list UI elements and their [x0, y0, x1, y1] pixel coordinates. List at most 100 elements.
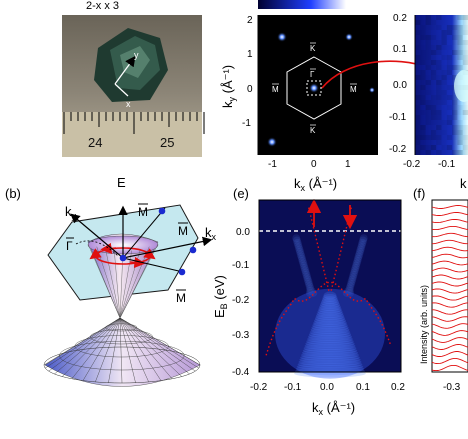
panel-b-label: (b) — [5, 186, 21, 201]
bz-xtick: 0 — [311, 159, 317, 170]
edc-curve — [431, 260, 468, 266]
brillouin-zone-panel: K Γ M M K 2 1 0 -1 -1 0 1 ky (Å⁻¹) kx (Å… — [220, 0, 437, 193]
edc-curve — [431, 364, 468, 372]
svg-text:ky (Å⁻¹): ky (Å⁻¹) — [220, 65, 237, 108]
edc-curve — [431, 253, 468, 259]
valence-band-fit — [265, 281, 392, 356]
edc-curve — [431, 281, 468, 287]
m-point-1 — [158, 207, 166, 215]
edc-curve — [432, 239, 468, 245]
arpes-ytick: -0.1 — [232, 260, 250, 271]
zoom-hotspot — [454, 70, 468, 102]
bz-spot — [369, 87, 375, 93]
arpes-map — [259, 200, 401, 372]
edc-curve — [431, 267, 468, 273]
arpes-ytick: 0.0 — [236, 227, 250, 238]
bz-k-top-label: K — [310, 44, 316, 53]
edc-curve — [431, 288, 468, 294]
svg-text:EB (eV): EB (eV) — [212, 275, 229, 318]
bz-gamma-label: Γ — [310, 70, 315, 79]
crystal-x-label: x — [126, 99, 131, 109]
bz-spot — [345, 33, 353, 41]
arpes-xtick: -0.1 — [284, 382, 302, 393]
colorbar — [258, 0, 346, 9]
m-point-3 — [178, 268, 186, 276]
edc-curve — [431, 212, 468, 216]
svg-text:Intensity (arb. units): Intensity (arb. units) — [419, 285, 429, 364]
dispersion-right — [330, 207, 352, 292]
bz-spot — [267, 137, 277, 147]
crystal-y-axis — [114, 55, 136, 85]
arpes-xtick: -0.2 — [250, 382, 268, 393]
edc-curve — [431, 225, 468, 231]
bz-m-left-label: M — [272, 85, 279, 94]
bz-k-bot-label: K — [310, 126, 316, 135]
arpes-xtick: 0.2 — [391, 382, 405, 393]
edc-curve — [432, 309, 468, 315]
zoom-xlabel: k — [460, 176, 467, 191]
edc-curve — [431, 337, 468, 343]
zoom-xtick: -0.1 — [438, 159, 456, 170]
bz-ylabel: ky (Å⁻¹) — [220, 65, 237, 108]
zoom-ytick: -0.2 — [389, 144, 407, 155]
bz-spot-center — [309, 83, 319, 93]
arpes-ytick: -0.4 — [232, 367, 250, 378]
edc-curve — [431, 357, 468, 365]
arpes-ylabel: EB (eV) — [212, 275, 229, 318]
arpes-xtick: 0.0 — [320, 382, 334, 393]
edc-curve — [431, 351, 468, 357]
bz-ytick: 0 — [247, 84, 253, 95]
upper-cone — [87, 233, 159, 319]
edc-curve — [431, 295, 468, 301]
bz-m-right-label: M — [350, 85, 357, 94]
bz-xlabel: kx (Å⁻¹) — [294, 176, 337, 193]
zoom-xtick: -0.2 — [403, 159, 421, 170]
ruler-label-25: 25 — [160, 135, 174, 150]
bz-ytick: 1 — [247, 49, 253, 60]
zoom-ytick: 0.0 — [393, 80, 407, 91]
edc-ylabel: Intensity (arb. units) — [419, 285, 429, 364]
E-label: E — [117, 175, 126, 190]
ruler-label-24: 24 — [88, 135, 102, 150]
gamma-label: Γ — [66, 239, 73, 253]
edc-curve — [431, 218, 468, 224]
m-label-1: M — [138, 205, 148, 219]
kx-axis — [122, 236, 213, 259]
ruler-ticks — [63, 112, 205, 134]
m-point-2 — [189, 246, 197, 254]
arpes-xtick: 0.1 — [356, 382, 370, 393]
zoom-ytick: 0.1 — [393, 44, 407, 55]
bz-ytick: -1 — [242, 118, 251, 129]
crystal-photo-panel: y x 24 25 — [62, 15, 205, 157]
gamma-point — [119, 254, 127, 262]
crystal-x-axis — [114, 83, 129, 97]
arpes-xlabel: kx (Å⁻¹) — [312, 400, 355, 417]
ruler — [62, 112, 202, 157]
arpes-bands — [275, 234, 385, 379]
zoom-box — [306, 80, 322, 96]
bz-ytick: 2 — [247, 15, 253, 26]
edc-curve — [431, 302, 468, 308]
edc-curve — [431, 330, 468, 336]
edc-curve — [431, 232, 468, 238]
bz-spot — [277, 32, 287, 42]
panel-e-label: (e) — [233, 186, 249, 201]
dispersion-fit — [265, 207, 392, 356]
m-label-2: M — [178, 224, 188, 238]
arpes-ytick: -0.2 — [232, 295, 250, 306]
arpes-panel: (e) 0.0 -0.1 -0.2 -0.3 -0.4 -0.2 -0.1 0.… — [212, 186, 405, 417]
zoom-ytick: -0.1 — [389, 112, 407, 123]
dispersion-left — [308, 207, 330, 292]
edc-curve — [431, 205, 468, 209]
zoom-ytick: 0.2 — [393, 13, 407, 24]
kx-label: kx — [205, 225, 217, 242]
top-formula: 2-x x 3 — [86, 0, 119, 12]
m-label-3: M — [176, 291, 186, 305]
edc-curve — [431, 344, 468, 350]
ky-label: ky — [65, 204, 77, 221]
edc-curve — [431, 246, 468, 252]
dirac-cone-diagram: (b) E ky kx M M M — [5, 175, 217, 387]
edc-curve — [431, 274, 468, 280]
bz-xtick: 1 — [345, 159, 351, 170]
